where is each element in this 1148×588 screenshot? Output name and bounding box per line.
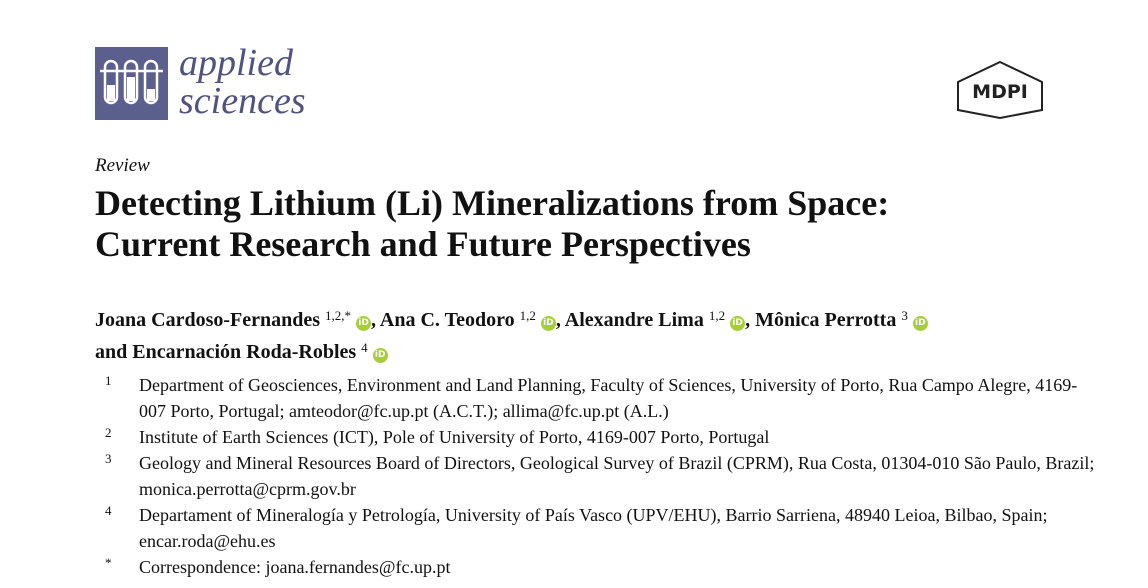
affiliation-text: Institute of Earth Sciences (ICT), Pole … bbox=[139, 427, 770, 447]
author-name[interactable]: Alexandre Lima bbox=[564, 309, 704, 331]
author-affiliation-marks: 1,2 bbox=[519, 308, 536, 323]
author-name[interactable]: Encarnación Roda-Robles bbox=[132, 341, 357, 363]
affiliation-number: 1 bbox=[105, 373, 112, 388]
author-affiliation-marks: 4 bbox=[361, 340, 368, 355]
affiliation-number: 3 bbox=[105, 451, 112, 466]
author-list: Joana Cardoso-Fernandes 1,2,* iD, Ana C.… bbox=[95, 302, 928, 366]
author-affiliation-marks: 1,2,* bbox=[325, 308, 352, 323]
orcid-icon[interactable]: iD bbox=[356, 316, 372, 331]
author-affiliation-marks: 3 bbox=[901, 308, 908, 323]
journal-name-line1: applied bbox=[179, 42, 293, 84]
correspondence-mark: * bbox=[105, 555, 112, 570]
title-line2: Current Research and Future Perspectives bbox=[95, 224, 751, 264]
affiliation-item: 4 Departament of Mineralogía y Petrologí… bbox=[95, 502, 1095, 554]
author-line-2: and Encarnación Roda-Robles 4 iD bbox=[95, 334, 928, 366]
affiliation-item: 2 Institute of Earth Sciences (ICT), Pol… bbox=[95, 424, 1095, 450]
correspondence: * Correspondence: joana.fernandes@fc.up.… bbox=[95, 554, 1095, 580]
orcid-icon[interactable]: iD bbox=[912, 316, 928, 331]
mdpi-logo-text: MDPI bbox=[972, 81, 1028, 103]
affiliation-number: 4 bbox=[105, 503, 112, 518]
orcid-icon[interactable]: iD bbox=[730, 316, 746, 331]
affiliation-text: Geology and Mineral Resources Board of D… bbox=[139, 453, 1095, 499]
article-type: Review bbox=[95, 155, 150, 176]
affiliation-text: Department of Geosciences, Environment a… bbox=[139, 375, 1078, 421]
author-name[interactable]: Joana Cardoso-Fernandes bbox=[95, 309, 321, 331]
title-line1: Detecting Lithium (Li) Mineralizations f… bbox=[95, 183, 890, 223]
author-name[interactable]: Mônica Perrotta bbox=[755, 309, 897, 331]
correspondence-text: Correspondence: joana.fernandes@fc.up.pt bbox=[139, 557, 451, 577]
orcid-icon[interactable]: iD bbox=[372, 348, 388, 363]
affiliation-item: 3 Geology and Mineral Resources Board of… bbox=[95, 450, 1095, 502]
affiliation-list: 1 Department of Geosciences, Environment… bbox=[95, 372, 1095, 580]
mdpi-logo-icon: MDPI bbox=[957, 60, 1043, 120]
journal-name-line2: sciences bbox=[179, 80, 306, 122]
page-title: Detecting Lithium (Li) Mineralizations f… bbox=[95, 183, 889, 265]
affiliation-number: 2 bbox=[105, 425, 112, 440]
author-affiliation-marks: 1,2 bbox=[708, 308, 726, 323]
journal-logo-icon bbox=[95, 47, 168, 120]
author-line-1: Joana Cardoso-Fernandes 1,2,* iD, Ana C.… bbox=[95, 302, 928, 334]
journal-name: applied sciences bbox=[179, 44, 306, 120]
author-name[interactable]: Ana C. Teodoro bbox=[379, 309, 515, 331]
affiliation-text: Departament of Mineralogía y Petrología,… bbox=[139, 505, 1048, 551]
orcid-icon[interactable]: iD bbox=[540, 316, 556, 331]
author-joiner: and bbox=[95, 341, 128, 363]
affiliation-item: 1 Department of Geosciences, Environment… bbox=[95, 372, 1095, 424]
